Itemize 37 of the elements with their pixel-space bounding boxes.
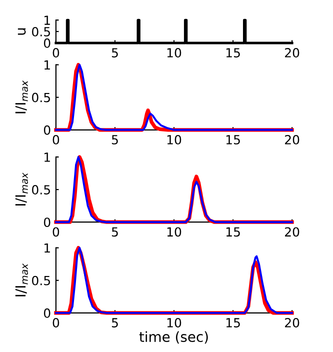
x-tick-label: 10 <box>167 48 182 58</box>
y-tick-label: 0 <box>44 125 50 135</box>
y-tick-label: 0 <box>44 308 50 318</box>
x-tick-label: 0 <box>52 318 60 328</box>
y-tick-label: 1 <box>44 60 50 70</box>
x-tick-label: 15 <box>226 48 240 58</box>
x-tick-label: 0 <box>52 227 60 237</box>
y-axis-title: I/I$_{max}$ <box>15 263 28 296</box>
x-tick-label: 20 <box>285 318 300 328</box>
x-tick-label: 10 <box>167 134 182 144</box>
y-axis-title: I/I$_{max}$ <box>15 172 28 206</box>
x-tick-label: 5 <box>112 318 118 328</box>
y-tick-label: 1 <box>44 243 50 253</box>
y-tick-label: 0 <box>44 218 50 228</box>
y-tick-label: 0.5 <box>32 26 50 36</box>
x-tick-label: 0 <box>52 134 60 144</box>
y-tick-label: 0.5 <box>32 92 50 102</box>
x-tick-label: 15 <box>226 135 240 144</box>
y-tick-label: 0.5 <box>32 185 50 194</box>
y-axis-title: u <box>18 28 26 35</box>
x-axis-title: time (sec) <box>139 331 208 344</box>
x-tick-label: 20 <box>285 48 300 58</box>
y-tick-label: 0.5 <box>32 276 50 286</box>
x-tick-label: 5 <box>112 48 118 58</box>
y-axis-title: I/I$_{max}$ <box>15 80 28 114</box>
x-tick-label: 10 <box>167 227 182 237</box>
x-tick-label: 20 <box>285 134 300 144</box>
y-tick-label: 0 <box>44 38 50 48</box>
x-tick-label: 15 <box>226 227 240 237</box>
x-tick-label: 0 <box>52 48 60 58</box>
x-tick-label: 15 <box>226 318 240 328</box>
x-tick-label: 5 <box>112 135 118 144</box>
x-tick-label: 5 <box>112 227 118 237</box>
x-tick-label: 20 <box>285 227 300 237</box>
x-tick-label: 10 <box>167 318 182 328</box>
y-tick-label: 1 <box>44 16 50 25</box>
y-tick-label: 1 <box>44 152 50 162</box>
